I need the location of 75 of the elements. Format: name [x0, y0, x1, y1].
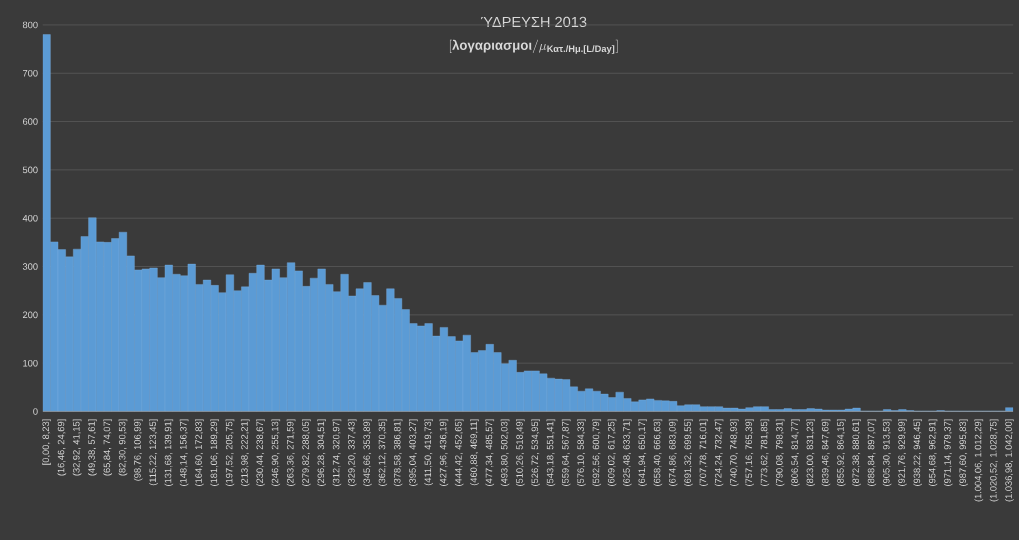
x-tick-label: (493,80, 502,03] — [500, 419, 510, 486]
y-tick-label: 500 — [22, 166, 38, 174]
x-tick-label: (296,28, 304,51] — [317, 419, 326, 486]
y-tick-label: 400 — [22, 214, 38, 222]
x-tick-label: (921,76, 929,99] — [898, 419, 907, 486]
x-tick-label: (98,76, 106,99] — [133, 419, 143, 481]
x-tick-label: (82,30, 90,53] — [118, 419, 128, 476]
x-tick-label: (329,20, 337,43] — [347, 419, 357, 486]
x-tick-label: (460,88, 469,11] — [470, 419, 479, 486]
x-tick-label: (1.004,06, 1.012,29] — [974, 419, 984, 502]
x-tick-label: (395,04, 403,27] — [409, 419, 418, 486]
x-tick-label: (510,26, 518,49] — [515, 419, 525, 486]
x-tick-label: (477,34, 485,57] — [485, 419, 495, 486]
x-tick-label: (823,00, 831,23] — [806, 419, 816, 486]
x-tick-label: (16,46, 24,69] — [57, 419, 67, 476]
x-tick-label: (230,44, 238,67] — [256, 419, 265, 486]
x-tick-label: (115,22, 123,45] — [149, 419, 158, 486]
x-tick-label: (905,30, 913,53] — [882, 419, 892, 486]
x-tick-label: (197,52, 205,75] — [225, 419, 235, 486]
x-tick-label: (641,94, 650,17] — [638, 419, 647, 486]
y-tick-label: 100 — [23, 359, 38, 367]
x-tick-label: (312,74, 320,97] — [332, 419, 342, 486]
x-tick-label: (148,14, 156,37] — [179, 419, 189, 486]
x-tick-label: (345,66, 353,89] — [363, 419, 372, 486]
x-tick-label: (806,54, 814,77] — [791, 419, 800, 486]
x-tick-label: (658,40, 666,63] — [653, 419, 663, 486]
x-tick-label: (724,24, 732,47] — [714, 419, 724, 486]
x-tick-label: (1.020,52, 1.028,75] — [989, 419, 999, 502]
x-tick-label: (1.036,98, 1.042,00] — [1005, 419, 1014, 502]
x-tick-label: (49,38, 57,61] — [88, 419, 97, 476]
y-tick-label: 600 — [22, 118, 38, 125]
x-tick-label: (362,12, 370,35] — [378, 419, 388, 486]
x-tick-label: [0,00, 8,23] — [42, 419, 51, 465]
x-tick-label: (773,62, 781,85] — [760, 419, 770, 486]
x-tick-label: (872,38, 880,61] — [852, 419, 861, 486]
x-tick-label: (246,90, 255,13] — [271, 419, 281, 486]
x-tick-label: (131,68, 139,91] — [164, 419, 174, 486]
y-tick-label: 0 — [33, 408, 38, 415]
y-tick-label: 700 — [22, 69, 38, 77]
x-tick-label: (674,86, 683,09] — [668, 419, 678, 486]
x-tick-label: (987,60, 995,83] — [959, 419, 968, 486]
x-tick-label: (938,22, 946,45] — [913, 419, 923, 486]
x-tick-label: (839,46, 847,69] — [821, 419, 831, 486]
x-tick-label: (65,84, 74,07] — [103, 419, 113, 476]
x-tick-label: (790,08, 798,31] — [775, 419, 785, 486]
x-tick-label: (954,68, 962,91] — [928, 419, 938, 486]
x-tick-label: (757,16, 765,39] — [745, 419, 754, 486]
x-tick-label: (855,92, 864,15] — [836, 419, 846, 486]
x-tick-label: (32,92, 41,15] — [72, 419, 82, 476]
chart-title: ΎΔΡΕΥΣΗ 2013 — [480, 16, 587, 28]
x-tick-label: (707,78, 716,01] — [699, 419, 709, 486]
x-tick-label: (609,02, 617,25] — [607, 419, 617, 486]
x-tick-label: (543,18, 551,41] — [546, 419, 556, 486]
x-tick-label: (691,32, 699,55] — [684, 419, 693, 486]
x-tick-label: (625,48, 633,71] — [622, 419, 632, 486]
x-tick-label: (971,14, 979,37] — [943, 419, 953, 486]
x-tick-label: (263,36, 271,59] — [286, 419, 296, 486]
x-tick-label: (526,72, 534,95] — [531, 419, 540, 486]
x-tick-label: (411,50, 419,73] — [424, 419, 433, 486]
x-tick-label: (559,64, 567,87] — [561, 419, 571, 486]
x-tick-label: (181,06, 189,29] — [210, 419, 219, 486]
x-tick-label: (164,60, 172,83] — [195, 419, 204, 486]
x-tick-label: (444,42, 452,65] — [454, 419, 464, 486]
text: $[\text{λογαριασμοι}/\mu_{\text{Κατ./Ημ.[L/Day]}}]$ — [449, 39, 618, 54]
y-tick-label: 200 — [22, 311, 38, 319]
y-tick-label: 800 — [22, 21, 38, 29]
x-tick-label: (213,98, 222,21] — [240, 419, 250, 486]
x-tick-label: (740,70, 748,93] — [729, 419, 739, 486]
y-tick-label: 300 — [22, 263, 38, 270]
x-tick-label: (592,56, 600,79] — [592, 419, 602, 486]
x-tick-label: (427,96, 436,19] — [439, 419, 449, 486]
x-tick-label: (378,58, 386,81] — [393, 419, 403, 486]
x-tick-label: (888,84, 897,07] — [867, 419, 877, 486]
x-tick-label: (279,82, 288,05] — [302, 419, 311, 486]
x-tick-label: (576,10, 584,33] — [577, 419, 586, 486]
